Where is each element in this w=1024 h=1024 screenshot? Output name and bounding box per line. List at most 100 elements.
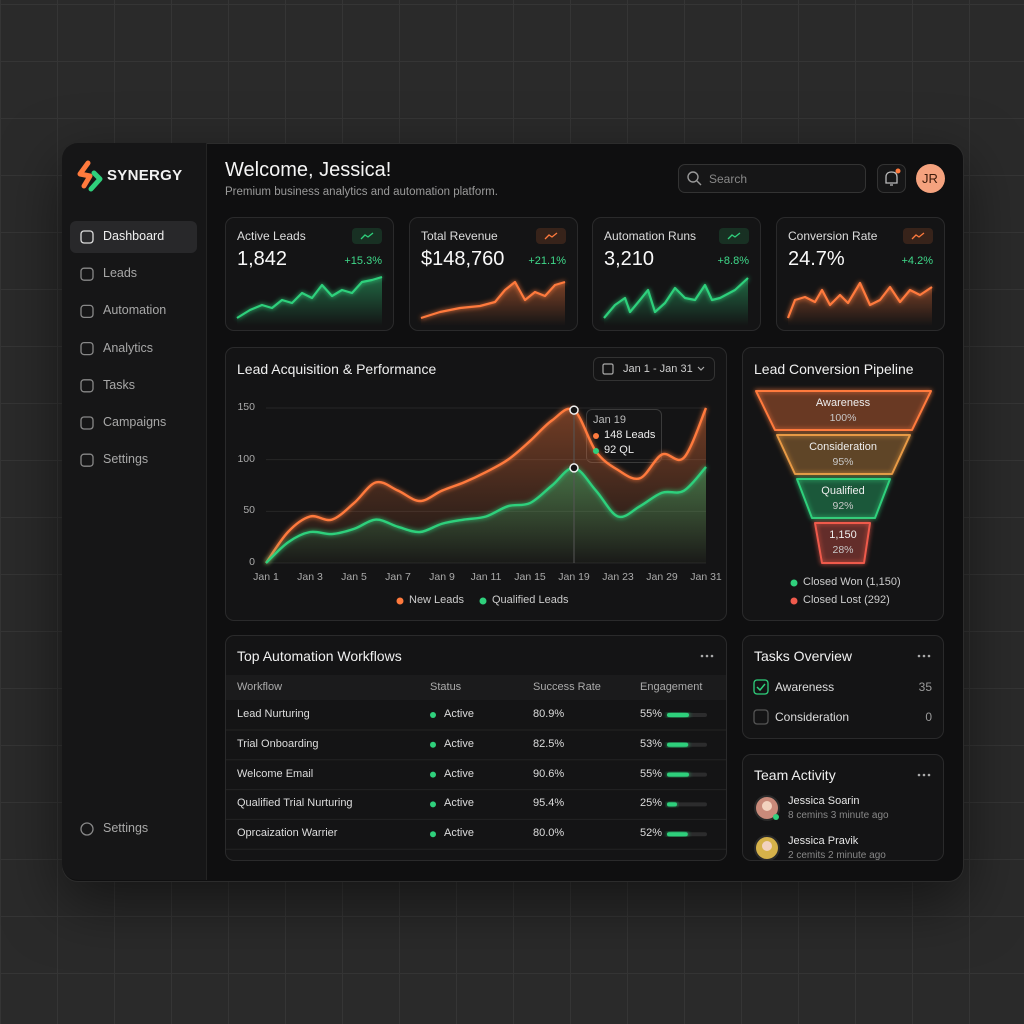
funnel-label: Qualified [821,485,865,497]
card [742,635,944,739]
x-tick-label: Jan 23 [602,571,634,583]
nav-item[interactable]: Settings [103,452,149,467]
engagement-label: 55% [640,708,663,720]
avatar[interactable] [916,164,945,193]
task-label[interactable]: Consideration [775,710,850,724]
x-tick-label: Jan 5 [341,571,367,583]
engagement-label: 25% [640,797,663,810]
funnel-label: Consideration [809,441,877,453]
status: Active [444,767,474,780]
kpi-badge [536,228,566,244]
card [225,635,727,861]
kpi-label: Total Revenue [421,229,498,243]
column-header: Engagement [640,681,703,693]
avatar-initials[interactable]: JR [922,171,938,186]
funnel-value: 28% [832,544,854,556]
success-rate: 80.9% [533,708,565,720]
workflow-name: Oprcaization Warrier [237,827,338,840]
column-header: Status [430,681,462,693]
nav-item[interactable]: Campaigns [103,415,167,429]
nav-item[interactable]: Leads [103,266,138,281]
success-rate: 82.5% [533,737,565,750]
x-tick-label: Jan 31 [690,571,722,583]
kpi-label: Conversion Rate [788,229,878,243]
kpi-value: 24.7% [788,248,845,270]
task-label[interactable]: Awareness [775,680,835,694]
kpi-badge [903,228,933,244]
funnel-value: 100% [829,412,857,424]
y-tick-label: 100 [237,452,255,465]
card-title: Lead Conversion Pipeline [754,361,914,377]
tooltip-date: Jan 19 [593,414,627,426]
x-tick-label: Jan 9 [429,571,455,583]
funnel-label: 1,150 [829,529,857,541]
x-tick-label: Jan 1 [253,571,279,583]
card-title: Team Activity [754,767,836,783]
nav-item[interactable]: Analytics [103,340,154,355]
card-title: Top Automation Workflows [237,648,402,664]
search-box[interactable] [678,164,866,193]
member-name: Jessica Pravik [788,835,859,847]
task-count: 0 [925,710,932,724]
nav-item[interactable]: Settings [103,821,149,835]
tooltip-value: 148 Leads [604,429,656,441]
member-status: 8 cemins 3 minute ago [788,810,889,821]
x-tick-label: Jan 11 [470,571,502,583]
date-range[interactable]: Jan 1 - Jan 31 [623,363,693,375]
card-title: Tasks Overview [754,648,853,664]
kpi-change: +4.2% [901,255,934,267]
task-count: 35 [918,680,932,694]
x-tick-label: Jan 15 [514,571,546,583]
workflow-name: Welcome Email [237,767,314,780]
status: Active [444,737,474,750]
search-placeholder[interactable]: Search [709,172,748,186]
kpi-value: 3,210 [604,248,655,270]
legend-label: New Leads [409,594,465,606]
legend-label: Qualified Leads [492,594,569,606]
engagement-label: 53% [640,737,663,750]
workflow-name: Qualified Trial Nurturing [237,797,353,810]
page-subtitle: Premium business analytics and automatio… [225,186,498,198]
notifications-button[interactable] [877,164,906,193]
y-tick-label: 0 [249,556,255,568]
workflow-name: Trial Onboarding [237,737,319,750]
kpi-change: +15.3% [344,255,382,267]
chart-title: Lead Acquisition & Performance [237,361,437,377]
kpi-value: 1,842 [237,248,288,270]
kpi-badge [719,228,749,244]
funnel-value: 92% [832,500,854,512]
legend-label: Closed Lost (292) [803,594,890,606]
nav-item[interactable]: Tasks [103,377,135,392]
nav-item[interactable]: Automation [103,303,167,318]
success-rate: 80.0% [533,827,565,840]
page-title: Welcome, Jessica! [225,159,392,181]
member-name: Jessica Soarin [788,795,860,807]
x-tick-label: Jan 3 [297,571,323,583]
column-header: Success Rate [533,681,601,693]
tooltip-value: 92 QL [604,444,634,456]
funnel-value: 95% [832,456,854,468]
engagement-label: 52% [640,827,663,840]
x-tick-label: Jan 29 [646,571,678,583]
kpi-badge [352,228,382,244]
legend-label: Closed Won (1,150) [803,576,901,588]
member-status: 2 cemits 2 minute ago [788,850,886,861]
kpi-change: +21.1% [528,255,566,267]
success-rate: 95.4% [533,797,565,810]
kpi-change: +8.8% [717,255,750,267]
sidebar [62,143,207,880]
kpi-label: Automation Runs [604,229,697,243]
y-tick-label: 50 [243,504,255,517]
kpi-label: Active Leads [237,229,306,243]
status: Active [444,708,474,720]
brand: SYNERGY [107,167,183,184]
kpi-value: $148,760 [421,248,505,270]
workflow-name: Lead Nurturing [237,708,310,720]
table-header [226,675,726,700]
nav-item[interactable]: Dashboard [103,229,165,243]
x-tick-label: Jan 19 [558,571,590,583]
column-header: Workflow [237,681,283,693]
status: Active [444,827,474,840]
